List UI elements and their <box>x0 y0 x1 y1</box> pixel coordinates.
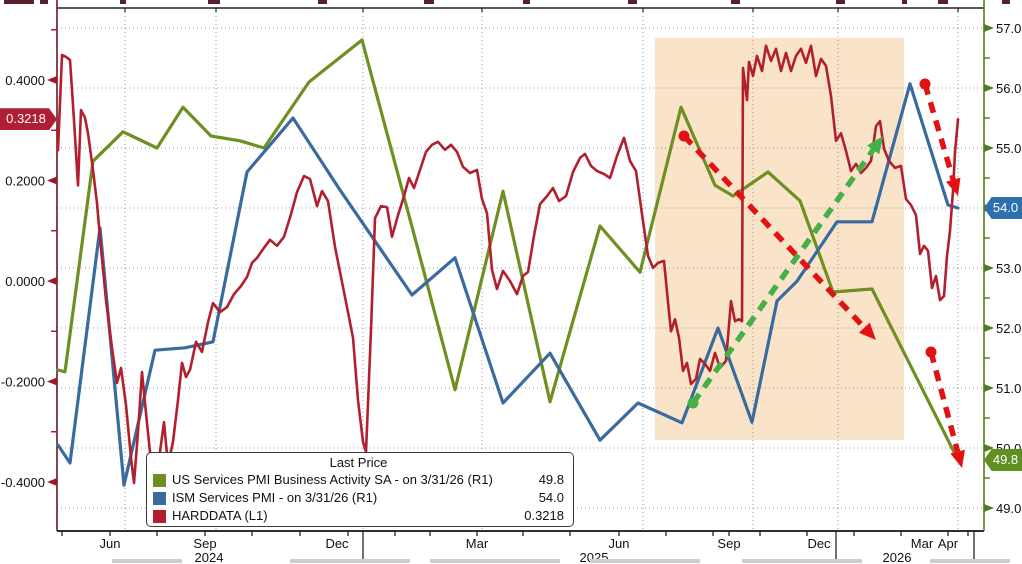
left-axis-last-value-tag: 0.3218 <box>0 108 57 131</box>
top-cropped-text-artifact <box>1002 0 1010 4</box>
right-axis-tick-arrow <box>984 444 994 452</box>
x-axis-year-label: 2024 <box>195 550 224 564</box>
series-line-us-services-pmi-business-activity-sa <box>56 38 960 462</box>
right-axis-tick-arrow <box>984 504 994 512</box>
bottom-cropped-text-artifact <box>930 559 1010 563</box>
x-axis-month-label: Mar <box>911 536 934 551</box>
left-axis-tick-arrow <box>47 478 57 486</box>
blue-series-swatch-icon <box>153 491 166 505</box>
top-cropped-text-artifact <box>120 0 126 4</box>
bottom-cropped-text-artifact <box>290 559 410 563</box>
red-down-arrow-1-head <box>858 322 876 340</box>
right-axis-tick-arrow <box>984 84 994 92</box>
green-up-arrow-shaft <box>690 148 876 405</box>
top-cropped-text-artifact <box>902 0 907 4</box>
legend-item-label: ISM Services PMI - on 3/31/26 (R1) <box>172 490 378 505</box>
top-cropped-text-artifact <box>424 0 434 4</box>
top-cropped-text-artifact <box>208 0 220 4</box>
right-axis-pmi-value-tag: 49.8 <box>984 449 1022 471</box>
series-line-harddata <box>56 44 960 489</box>
left-axis-tick-arrow <box>47 277 57 285</box>
legend-title: Last Price <box>329 455 388 470</box>
left-axis-label: 0.4000 <box>5 73 45 88</box>
green-up-arrow-head <box>867 136 883 155</box>
legend-item-us-services-pmi[interactable]: US Services PMI Business Activity SA - o… <box>153 471 564 489</box>
red-down-arrow-3-head <box>950 449 965 468</box>
right-axis-tick-arrow <box>984 264 994 272</box>
red-down-arrow-3-shaft <box>928 351 961 453</box>
legend-item-value: 0.3218 <box>524 508 564 523</box>
left-axis-tick-arrow <box>47 76 57 84</box>
x-axis-month-label: Apr <box>938 536 959 551</box>
left-axis-tick-arrow <box>47 176 57 185</box>
right-axis-tick-arrow <box>984 324 994 332</box>
bottom-cropped-text-artifact <box>742 559 862 563</box>
left-axis-label: 0.0000 <box>5 274 45 289</box>
right-axis-tick-arrow <box>984 384 994 392</box>
x-axis-month-label: Dec <box>325 536 349 551</box>
legend-item-label: HARDDATA (L1) <box>172 508 268 523</box>
bottom-cropped-text-artifact <box>590 559 700 563</box>
green-series-swatch-icon <box>153 473 166 487</box>
top-cropped-text-artifact <box>938 0 948 4</box>
top-cropped-text-artifact <box>40 0 48 4</box>
right-axis-label: 51.0 <box>996 381 1021 396</box>
right-axis-tick-arrow <box>984 144 994 152</box>
left-axis-label: -0.4000 <box>1 475 45 490</box>
red-down-arrow-3-dot <box>925 346 937 358</box>
legend-box: Last Price US Services PMI Business Acti… <box>146 452 574 527</box>
x-axis-month-label: Jun <box>100 536 121 551</box>
right-axis-label: 52.0 <box>996 321 1021 336</box>
top-cropped-text-artifact <box>4 0 34 4</box>
right-axis-tick-arrow <box>984 24 994 32</box>
right-axis-label: 56.0 <box>996 81 1021 96</box>
green-up-arrow-dot <box>687 397 699 409</box>
legend-item-harddata[interactable]: HARDDATA (L1) 0.3218 <box>153 507 564 525</box>
x-axis-month-label: Jun <box>609 536 630 551</box>
x-axis-month-label: Mar <box>466 536 489 551</box>
top-cropped-text-artifact <box>523 0 530 4</box>
red-down-arrow-2-shaft <box>922 83 956 181</box>
red-down-arrow-1-shaft <box>681 134 867 330</box>
right-axis-label: 55.0 <box>996 141 1021 156</box>
top-cropped-text-artifact <box>628 0 637 4</box>
left-axis-label: 0.2000 <box>5 174 45 189</box>
left-axis-label: -0.2000 <box>1 375 45 390</box>
top-cropped-text-artifact <box>731 0 740 4</box>
right-axis-ism-value-tag: 54.0 <box>984 197 1022 219</box>
red-down-arrow-2-dot <box>919 78 931 90</box>
bottom-cropped-text-artifact <box>112 559 182 563</box>
series-line-ism-services-pmi <box>56 82 960 487</box>
legend-item-ism-services-pmi[interactable]: ISM Services PMI - on 3/31/26 (R1) 54.0 <box>153 489 564 507</box>
legend-item-label: US Services PMI Business Activity SA - o… <box>172 472 493 487</box>
x-axis-month-label: Sep <box>193 536 216 551</box>
top-cropped-text-artifact <box>836 0 845 4</box>
red-down-arrow-2-head <box>946 177 961 196</box>
legend-item-value: 49.8 <box>538 472 564 487</box>
red-down-arrow-1-dot <box>678 130 690 142</box>
right-axis-label: 53.0 <box>996 261 1021 276</box>
x-axis-year-label: 2026 <box>883 550 912 564</box>
right-axis-label: 57.0 <box>996 21 1021 36</box>
right-axis-label: 49.0 <box>996 501 1021 516</box>
red-series-swatch-icon <box>153 509 166 523</box>
left-axis-tick-arrow <box>47 377 57 386</box>
x-axis-month-label: Sep <box>717 536 740 551</box>
bottom-cropped-text-artifact <box>430 559 560 563</box>
top-cropped-text-artifact <box>318 0 327 4</box>
legend-item-value: 54.0 <box>538 490 564 505</box>
x-axis-month-label: Dec <box>807 536 831 551</box>
